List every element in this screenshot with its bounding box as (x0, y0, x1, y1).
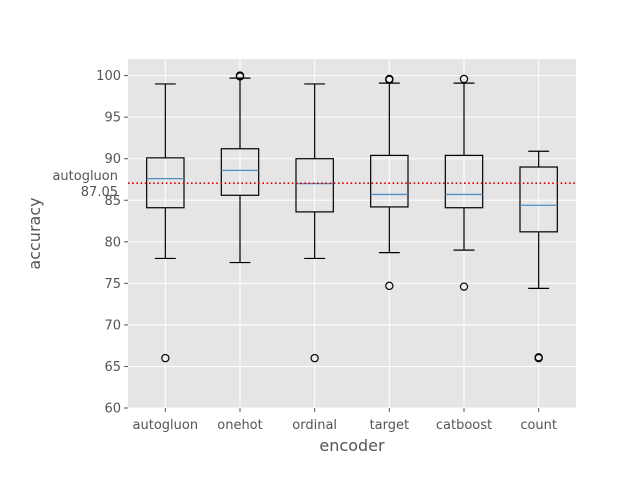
outlier-point (310, 353, 319, 363)
y-tick-label: 80 (104, 235, 121, 250)
iqr-box (519, 166, 558, 233)
x-tick-label: count (520, 418, 557, 433)
iqr-box (295, 158, 334, 213)
x-axis-ticks: autogluon onehot ordinal target catboost coun… (133, 408, 557, 433)
outlier-point (235, 71, 245, 80)
iqr-box (220, 148, 260, 196)
iqr-box (444, 154, 484, 209)
y-tick-label: 100 (96, 69, 121, 84)
box-onehot (220, 71, 260, 264)
boxes-group (146, 71, 558, 363)
outlier-point (385, 74, 394, 84)
y-tick-label: 75 (104, 277, 121, 292)
y-tick-label: 65 (104, 360, 121, 375)
outlier-point (161, 353, 170, 363)
y-tick-label: 90 (104, 152, 121, 167)
iqr-box (370, 154, 409, 208)
x-axis-title: encoder (319, 436, 385, 455)
reference-line-value: 87.05 (81, 185, 118, 200)
box-target (370, 74, 409, 291)
reference-line-name: autogluon (52, 169, 118, 184)
x-tick-label: target (370, 418, 410, 433)
y-axis-title: accuracy (25, 197, 44, 269)
outlier-point (459, 282, 469, 291)
box-ordinal (295, 83, 334, 363)
box-count (519, 150, 558, 363)
outlier-point (385, 281, 394, 291)
y-tick-label: 95 (104, 111, 121, 126)
y-tick-label: 60 (104, 402, 121, 417)
x-tick-label: onehot (217, 418, 262, 433)
x-tick-label: ordinal (292, 418, 337, 433)
outlier-point (459, 74, 469, 84)
box-catboost (444, 74, 484, 291)
plot-area (128, 59, 576, 408)
y-tick-label: 70 (104, 318, 121, 333)
outlier-point (534, 353, 543, 362)
y-axis-ticks: 60 65 70 75 80 85 90 95 100 (96, 69, 128, 417)
x-tick-label: catboost (436, 418, 492, 433)
y-tick-label: 85 (104, 194, 121, 209)
x-tick-label: autogluon (133, 418, 199, 433)
